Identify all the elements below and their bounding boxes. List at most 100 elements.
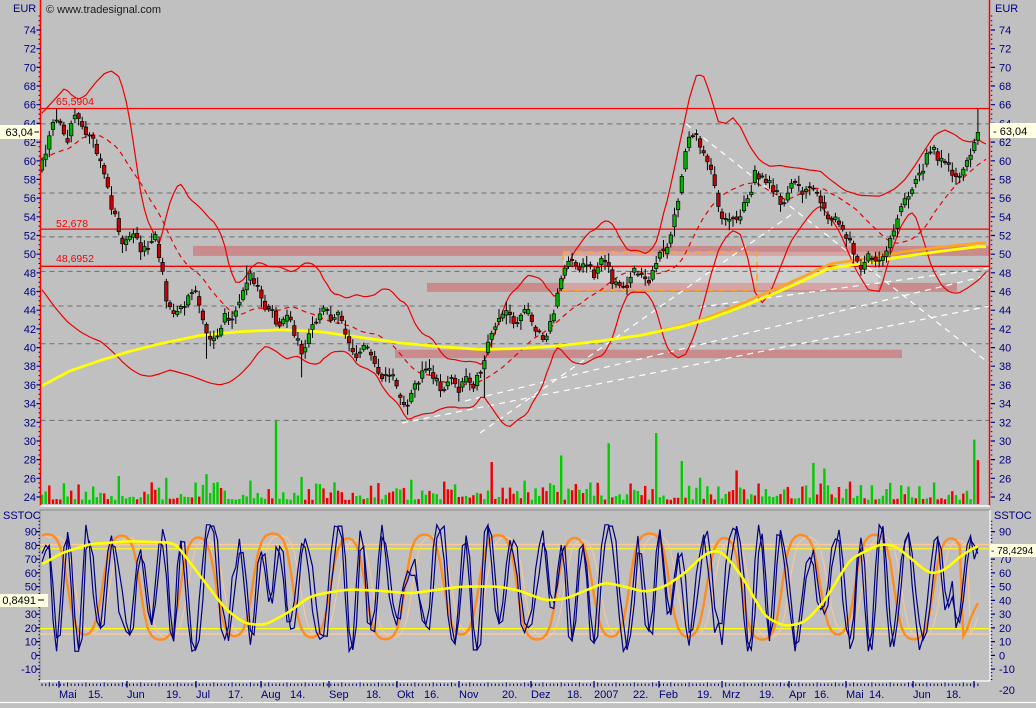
svg-text:EUR: EUR — [13, 3, 36, 15]
svg-text:- 78,4294: - 78,4294 — [991, 546, 1034, 557]
svg-text:14.: 14. — [869, 689, 884, 701]
svg-text:72: 72 — [24, 44, 36, 56]
svg-text:36: 36 — [24, 380, 36, 392]
svg-text:Jun: Jun — [913, 689, 931, 701]
svg-text:60: 60 — [25, 568, 37, 580]
svg-text:20.: 20. — [502, 689, 517, 701]
svg-text:74: 74 — [24, 25, 36, 37]
svg-text:Dez: Dez — [531, 689, 551, 701]
svg-text:Jul: Jul — [196, 689, 210, 701]
svg-text:48: 48 — [999, 268, 1011, 280]
svg-text:-10: -10 — [21, 664, 37, 676]
svg-text:26: 26 — [24, 473, 36, 485]
svg-text:SSTOC: SSTOC — [994, 510, 1032, 522]
svg-text:56: 56 — [999, 193, 1011, 205]
svg-text:44: 44 — [24, 305, 36, 317]
svg-text:72: 72 — [999, 44, 1011, 56]
svg-text:34: 34 — [24, 399, 36, 411]
svg-text:30: 30 — [999, 436, 1011, 448]
svg-text:SSTOC: SSTOC — [3, 510, 41, 522]
svg-text:54: 54 — [24, 212, 36, 224]
svg-text:74: 74 — [999, 25, 1011, 37]
svg-text:50: 50 — [999, 582, 1011, 594]
svg-text:0: 0 — [31, 650, 37, 662]
svg-text:40: 40 — [999, 595, 1011, 607]
svg-text:70: 70 — [999, 554, 1011, 566]
svg-text:Okt: Okt — [397, 689, 414, 701]
svg-text:66: 66 — [24, 100, 36, 112]
svg-text:50: 50 — [24, 249, 36, 261]
svg-text:32: 32 — [999, 417, 1011, 429]
svg-text:50: 50 — [25, 582, 37, 594]
svg-text:34: 34 — [999, 399, 1011, 411]
svg-text:19.: 19. — [166, 689, 181, 701]
svg-text:32: 32 — [24, 417, 36, 429]
svg-text:19.: 19. — [697, 689, 712, 701]
svg-text:52: 52 — [24, 231, 36, 243]
svg-text:58: 58 — [999, 174, 1011, 186]
svg-text:24: 24 — [24, 492, 36, 504]
svg-text:Jun: Jun — [127, 689, 145, 701]
svg-text:30: 30 — [999, 609, 1011, 621]
svg-text:48,6952: 48,6952 — [56, 253, 94, 265]
svg-text:63,04: 63,04 — [5, 127, 33, 139]
svg-text:70: 70 — [24, 62, 36, 74]
svg-text:50: 50 — [999, 249, 1011, 261]
svg-text:46: 46 — [999, 287, 1011, 299]
svg-text:46: 46 — [24, 287, 36, 299]
svg-text:70: 70 — [999, 62, 1011, 74]
svg-text:10: 10 — [999, 637, 1011, 649]
svg-text:Apr: Apr — [789, 689, 806, 701]
svg-text:70: 70 — [25, 554, 37, 566]
svg-text:66: 66 — [999, 100, 1011, 112]
svg-text:60: 60 — [24, 156, 36, 168]
svg-text:42: 42 — [24, 324, 36, 336]
svg-text:20: 20 — [25, 623, 37, 635]
svg-text:26: 26 — [999, 473, 1011, 485]
svg-text:22.: 22. — [633, 689, 648, 701]
svg-text:68: 68 — [24, 81, 36, 93]
svg-text:Mai: Mai — [846, 689, 864, 701]
svg-text:- 63,04: - 63,04 — [993, 126, 1027, 138]
svg-text:58: 58 — [24, 174, 36, 186]
svg-text:30: 30 — [24, 436, 36, 448]
svg-text:64: 64 — [24, 118, 36, 130]
svg-text:40: 40 — [999, 343, 1011, 355]
svg-text:Feb: Feb — [659, 689, 678, 701]
svg-text:52,678: 52,678 — [56, 218, 88, 230]
svg-text:16.: 16. — [814, 689, 829, 701]
svg-text:28: 28 — [24, 455, 36, 467]
svg-text:20: 20 — [999, 623, 1011, 635]
svg-text:65,5904: 65,5904 — [56, 96, 94, 108]
svg-text:62: 62 — [999, 137, 1011, 149]
svg-text:Sep: Sep — [329, 689, 349, 701]
svg-text:18.: 18. — [366, 689, 381, 701]
svg-text:17.: 17. — [228, 689, 243, 701]
svg-text:48: 48 — [24, 268, 36, 280]
svg-text:30: 30 — [25, 609, 37, 621]
svg-text:2007: 2007 — [594, 689, 618, 701]
svg-text:36: 36 — [999, 380, 1011, 392]
svg-text:60: 60 — [999, 568, 1011, 580]
svg-text:Mrz: Mrz — [722, 689, 740, 701]
svg-text:54: 54 — [999, 212, 1011, 224]
svg-text:Nov: Nov — [459, 689, 479, 701]
svg-text:19.: 19. — [759, 689, 774, 701]
svg-text:Aug: Aug — [261, 689, 281, 701]
svg-text:60: 60 — [999, 156, 1011, 168]
svg-text:18.: 18. — [567, 689, 582, 701]
svg-text:0: 0 — [999, 650, 1005, 662]
svg-text:56: 56 — [24, 193, 36, 205]
svg-text:15.: 15. — [88, 689, 103, 701]
svg-text:14.: 14. — [290, 689, 305, 701]
svg-text:42: 42 — [999, 324, 1011, 336]
svg-text:68: 68 — [999, 81, 1011, 93]
svg-text:-10: -10 — [999, 664, 1015, 676]
svg-text:© www.tradesignal.com: © www.tradesignal.com — [46, 4, 161, 16]
svg-text:0,8491: 0,8491 — [2, 595, 36, 607]
svg-text:Mai: Mai — [59, 689, 77, 701]
svg-text:28: 28 — [999, 455, 1011, 467]
svg-text:38: 38 — [999, 361, 1011, 373]
svg-text:38: 38 — [24, 361, 36, 373]
svg-text:EUR: EUR — [995, 3, 1018, 15]
